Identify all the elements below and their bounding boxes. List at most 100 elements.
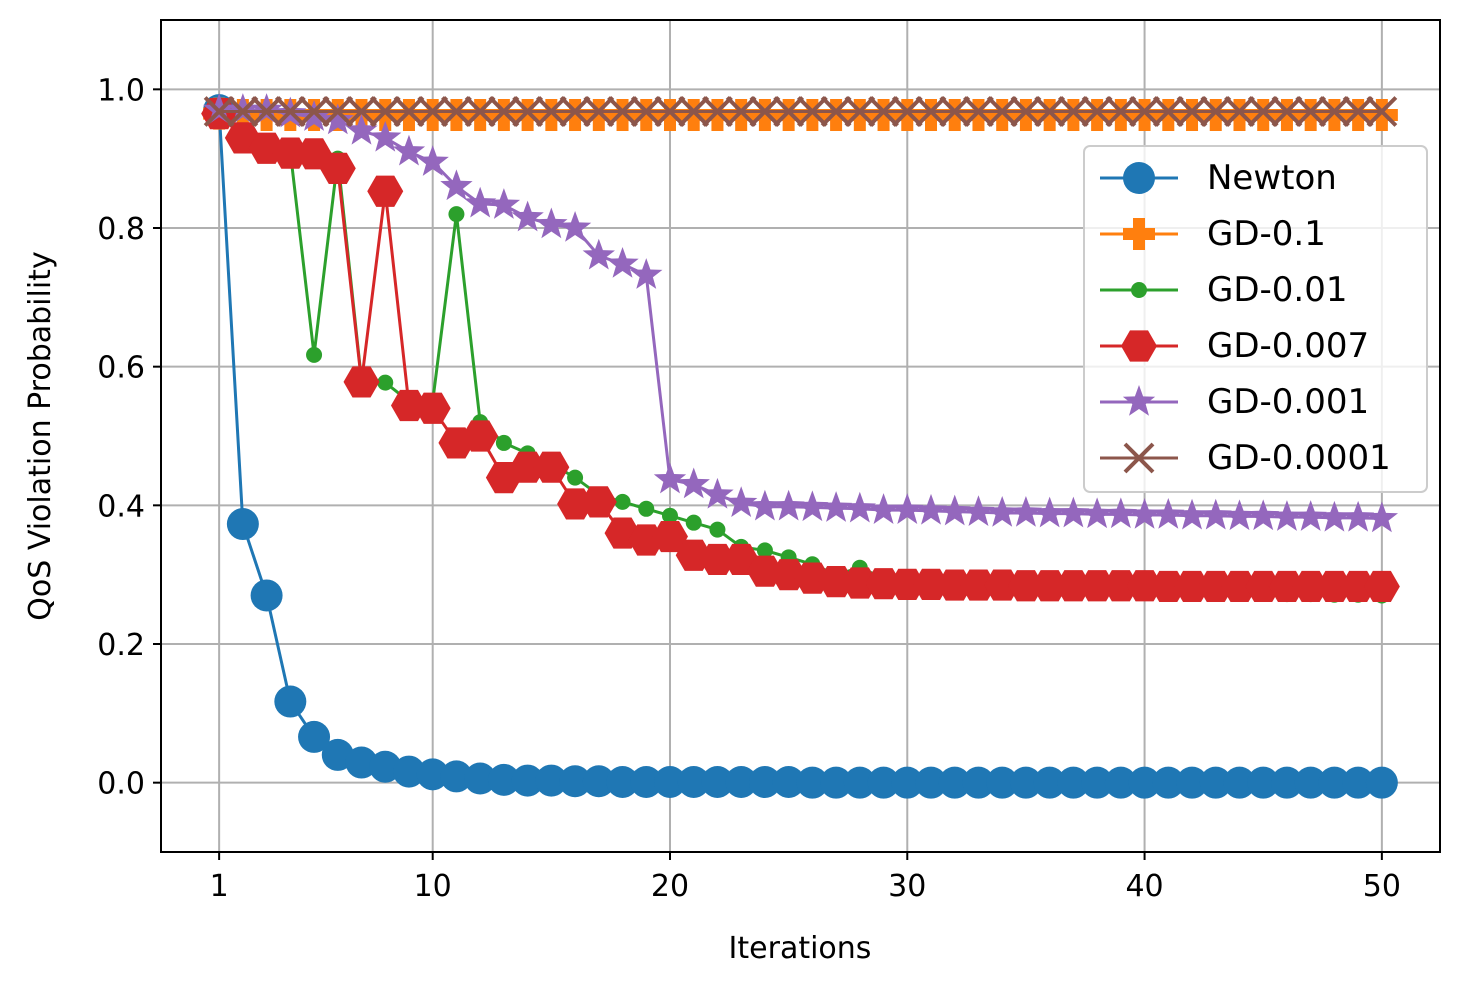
data-point — [963, 96, 994, 127]
data-point — [1363, 570, 1400, 603]
x-tick-label: 40 — [1125, 869, 1163, 904]
data-point — [1009, 495, 1043, 527]
data-point — [1268, 570, 1305, 603]
data-point — [915, 96, 947, 127]
data-point — [226, 508, 259, 541]
data-point — [1294, 500, 1327, 531]
legend-entry: Newton — [1100, 158, 1337, 198]
data-point — [1316, 570, 1353, 603]
legend-label: GD-0.001 — [1207, 382, 1369, 422]
data-point — [1174, 570, 1211, 603]
data-point — [1176, 98, 1209, 131]
data-point — [820, 766, 853, 799]
legend-marker — [1121, 330, 1157, 362]
data-point — [986, 495, 1019, 527]
data-point — [345, 746, 378, 779]
data-point — [986, 96, 1018, 127]
legend-label: GD-0.1 — [1207, 214, 1326, 254]
data-point — [986, 98, 1019, 131]
data-point — [495, 434, 512, 451]
data-point — [367, 175, 404, 207]
data-point — [701, 477, 734, 509]
data-point — [796, 98, 829, 131]
data-point — [614, 493, 631, 510]
data-point — [1270, 500, 1304, 531]
data-point — [653, 765, 686, 798]
data-point — [511, 200, 544, 232]
data-point — [1129, 96, 1160, 127]
data-point — [867, 493, 900, 524]
data-point — [891, 98, 924, 131]
data-point — [1294, 98, 1327, 131]
data-point — [651, 520, 688, 553]
data-point — [1057, 496, 1090, 528]
data-point — [1105, 96, 1137, 127]
data-point — [297, 100, 331, 131]
data-point — [796, 490, 829, 522]
data-point — [756, 542, 773, 559]
data-point — [914, 493, 948, 525]
data-point — [1081, 766, 1114, 799]
data-point — [1104, 98, 1137, 131]
data-point — [709, 521, 726, 538]
data-point — [867, 98, 900, 131]
data-point — [1341, 500, 1375, 532]
data-point — [535, 764, 568, 797]
data-point — [1223, 766, 1256, 799]
data-point — [580, 486, 617, 518]
data-point — [1342, 98, 1375, 131]
data-point — [962, 98, 995, 131]
data-point — [1197, 570, 1234, 603]
data-point — [512, 96, 544, 127]
data-point — [416, 145, 449, 176]
data-point — [567, 469, 584, 486]
x-axis-label: Iterations — [729, 931, 872, 966]
data-point — [440, 169, 473, 201]
data-point — [748, 98, 781, 131]
data-point — [748, 765, 781, 798]
data-point — [462, 420, 499, 452]
data-point — [1081, 98, 1114, 131]
data-point — [986, 766, 1019, 799]
legend-marker — [1123, 442, 1155, 474]
data-point — [533, 451, 570, 483]
data-point — [772, 765, 805, 798]
data-point — [203, 96, 235, 127]
data-point — [558, 211, 592, 242]
data-point — [392, 134, 426, 166]
data-point — [487, 188, 521, 219]
data-point — [915, 766, 948, 799]
data-point — [653, 98, 686, 131]
data-point — [701, 98, 734, 131]
data-point — [346, 96, 377, 127]
data-point — [251, 96, 283, 127]
data-point — [463, 186, 497, 218]
data-point — [464, 98, 497, 131]
data-point — [773, 96, 805, 127]
data-point — [1033, 496, 1066, 528]
legend-entry: GD-0.1 — [1100, 214, 1326, 254]
data-point — [844, 96, 876, 127]
data-point — [796, 766, 829, 799]
data-point — [1152, 98, 1185, 131]
data-point — [638, 500, 655, 517]
data-point — [653, 462, 687, 494]
data-point — [1033, 98, 1066, 131]
data-point — [1031, 570, 1068, 602]
data-point — [1247, 98, 1280, 131]
data-point — [749, 96, 781, 127]
data-point — [1365, 501, 1399, 533]
data-point — [772, 98, 805, 131]
data-point — [1128, 498, 1161, 529]
data-point — [298, 96, 330, 127]
plot-frame — [160, 19, 1441, 853]
data-point — [1245, 570, 1282, 603]
data-point — [962, 766, 995, 799]
x-tick-label: 10 — [414, 869, 452, 904]
legend-label: GD-0.01 — [1207, 270, 1348, 310]
data-point — [820, 98, 853, 131]
series-gd-0-001 — [202, 93, 1399, 533]
data-point — [250, 93, 283, 124]
data-point — [1270, 766, 1303, 799]
y-tick-label: 0.0 — [97, 767, 145, 802]
